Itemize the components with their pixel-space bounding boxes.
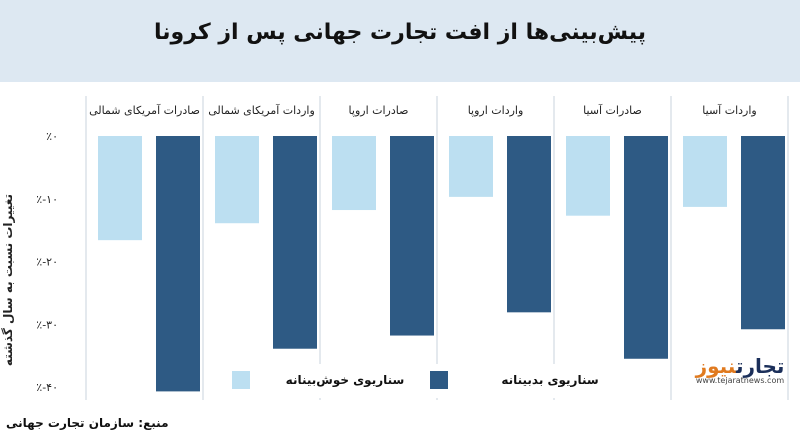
category-label: واردات آمریکای شمالی	[208, 103, 315, 117]
brand-logo: تجارتنیوز www.tejaratnews.com	[690, 354, 790, 385]
brand-name: تجارتنیوز	[690, 354, 790, 378]
category-label: صادرات آمریکای شمالی	[89, 103, 200, 117]
bar-pessimistic	[156, 136, 200, 392]
y-axis-ticks: ٪۰ ٪-۱۰ ٪-۲۰ ٪-۳۰ ٪-۴۰	[36, 130, 58, 394]
brand-name-accent: نیوز	[695, 354, 736, 378]
y-tick-label: ٪-۴۰	[36, 381, 58, 394]
category-label: واردات اروپا	[468, 104, 524, 117]
header: پیش‌بینی‌ها از افت تجارت جهانی پس از کرو…	[0, 0, 800, 82]
bar-pessimistic	[624, 136, 668, 359]
legend-label: سناریوی خوش‌بینانه	[286, 373, 405, 388]
y-tick-label: ٪۰	[46, 130, 58, 143]
source-note: منبع: سازمان تجارت جهانی	[6, 416, 169, 430]
bar-optimistic	[332, 136, 376, 211]
category-dividers	[85, 96, 789, 400]
category-labels: واردات آسیا صادرات آسیا واردات اروپا صادرات…	[89, 103, 757, 117]
bar-optimistic	[215, 136, 259, 224]
bar-optimistic	[98, 136, 142, 241]
bar-pessimistic	[741, 136, 785, 330]
chart-title: پیش‌بینی‌ها از افت تجارت جهانی پس از کرو…	[154, 20, 646, 45]
y-tick-label: ٪-۱۰	[36, 193, 58, 206]
category-label: واردات آسیا	[702, 103, 756, 117]
bar-pessimistic	[273, 136, 317, 349]
bar-optimistic	[566, 136, 610, 216]
chart-area: واردات آسیا صادرات آسیا واردات اروپا صادرات…	[36, 96, 789, 400]
category-label: صادرات اروپا	[349, 104, 409, 117]
legend: سناریوی بدبینانه سناریوی خوش‌بینانه	[223, 364, 633, 398]
bar-optimistic	[449, 136, 493, 197]
legend-box	[223, 364, 633, 398]
bar-pessimistic	[507, 136, 551, 313]
y-tick-label: ٪-۲۰	[36, 256, 58, 269]
bar-optimistic	[683, 136, 727, 207]
legend-swatch	[232, 371, 250, 389]
legend-label: سناریوی بدبینانه	[501, 373, 598, 388]
bars	[98, 136, 785, 392]
y-axis-label: تغییرات نسبت به سال گذشته	[1, 193, 15, 367]
category-label: صادرات آسیا	[583, 103, 642, 117]
brand-name-dark: تجارت	[735, 354, 785, 378]
legend-swatch	[430, 371, 448, 389]
brand-url: www.tejaratnews.com	[695, 376, 785, 385]
bar-pessimistic	[390, 136, 434, 336]
y-tick-label: ٪-۳۰	[36, 318, 58, 331]
